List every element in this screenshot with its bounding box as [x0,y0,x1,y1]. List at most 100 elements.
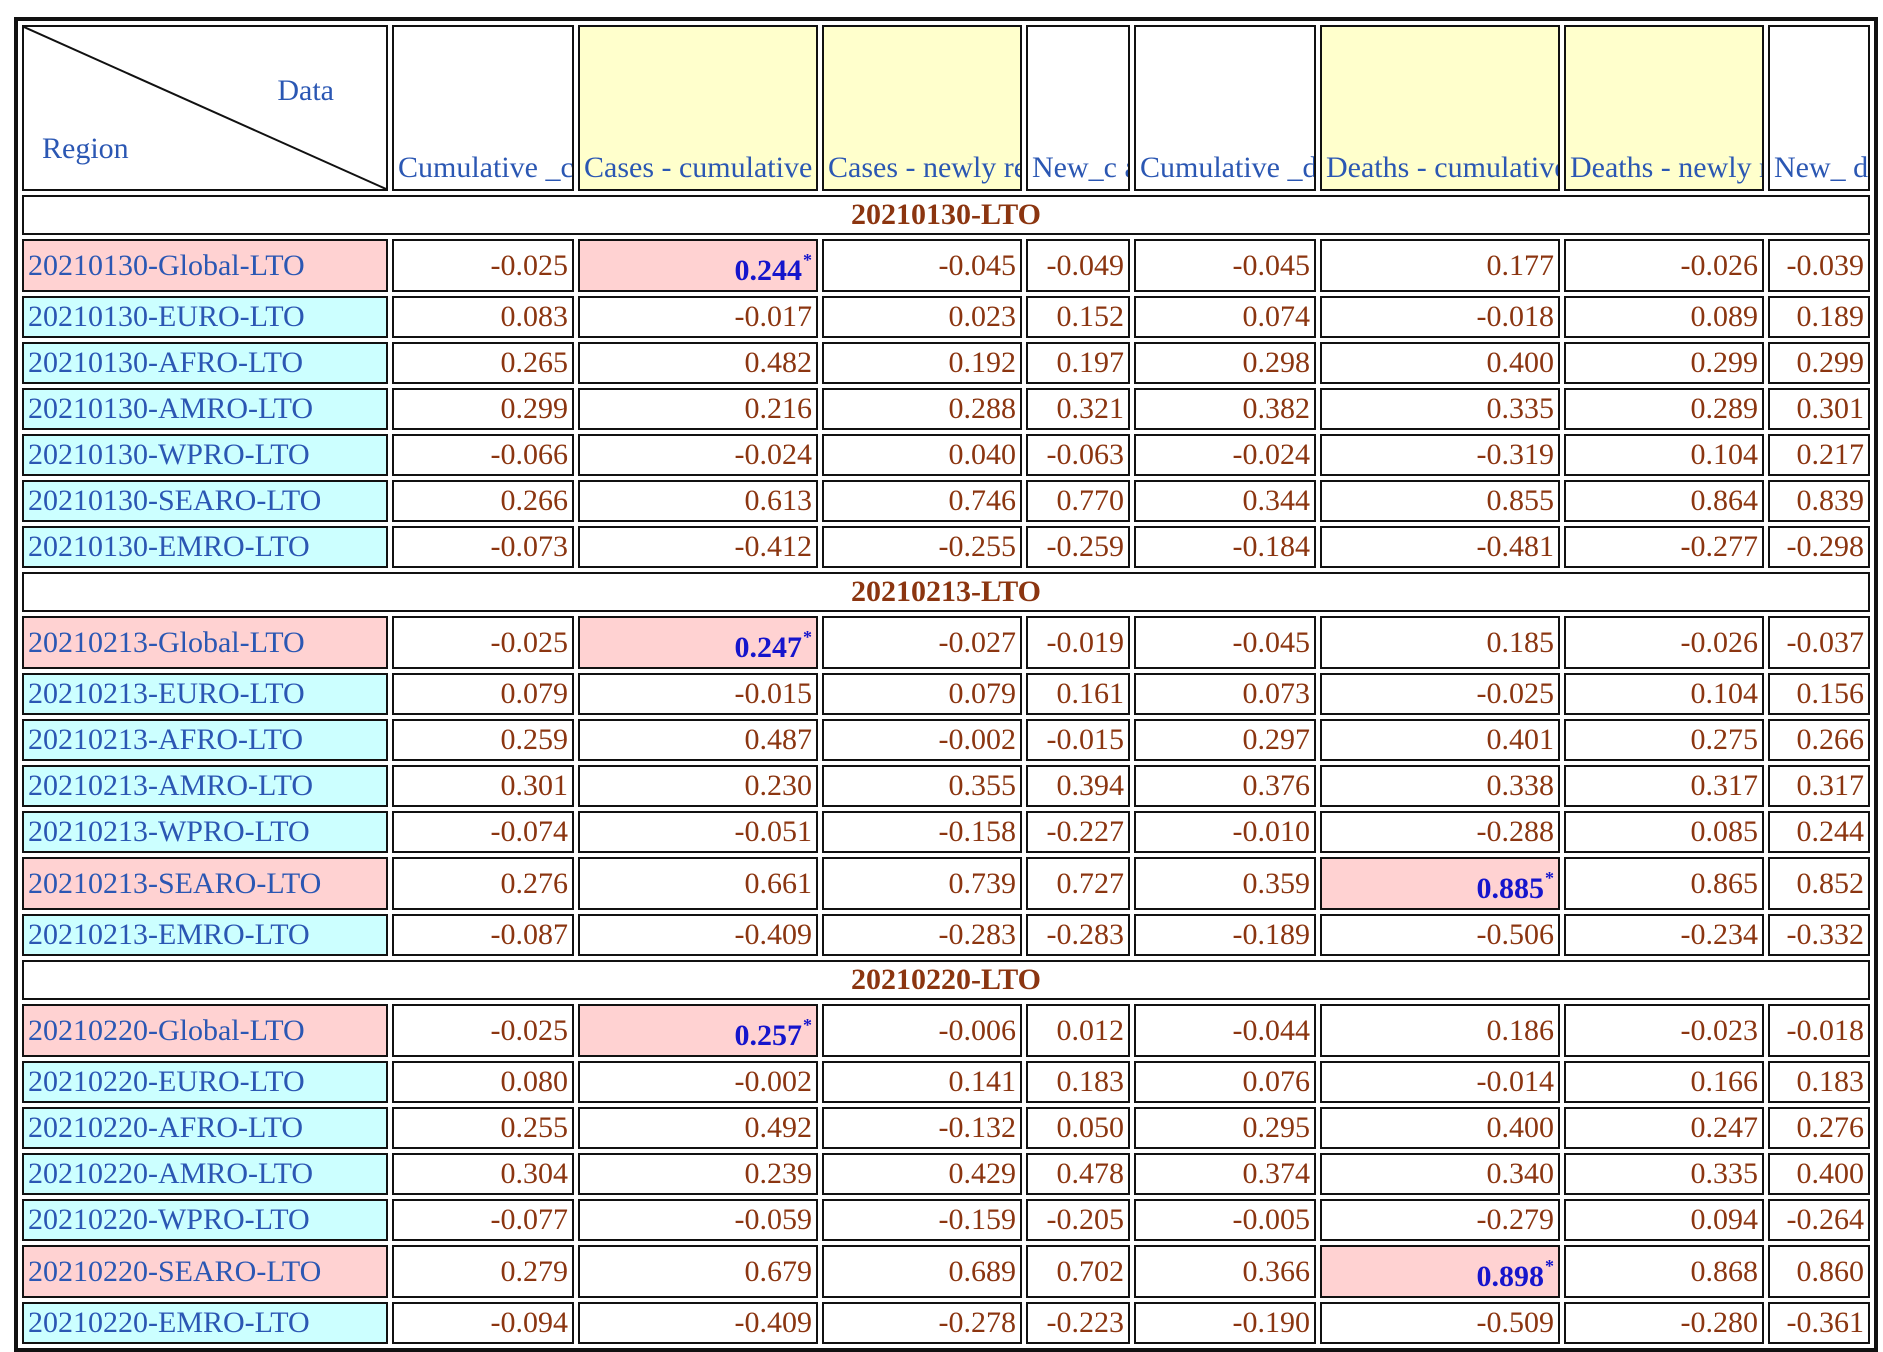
value-cell: 0.152 [1026,296,1130,338]
value-cell: 0.104 [1564,673,1764,715]
cell-value: 0.183 [1796,1065,1865,1098]
value-cell: -0.018 [1320,296,1560,338]
table-row: 20210130-Global-LTO -0.025 0.244* -0.045 -0.… [22,239,1870,292]
cell-value: 0.083 [500,300,569,333]
cell-value: 0.839 [1796,484,1865,517]
cell-value: -0.074 [490,815,569,848]
value-cell: -0.045 [822,239,1022,292]
cell-value: 0.359 [1242,866,1311,900]
cell-value: 0.216 [744,392,813,425]
cell-value: -0.002 [938,723,1017,756]
value-cell: 0.355 [822,765,1022,807]
cell-value: 0.239 [744,1157,813,1190]
cell-value: 0.746 [948,484,1017,517]
value-cell: 0.401 [1320,719,1560,761]
cell-value: -0.283 [1046,918,1125,951]
cell-value: -0.015 [1046,723,1125,756]
value-cell: -0.412 [578,526,818,568]
cell-value: 0.289 [1690,392,1759,425]
cell-value: 0.661 [744,866,813,900]
value-cell: 0.192 [822,342,1022,384]
cell-value: 0.304 [500,1157,569,1190]
region-cell: 20210220-AMRO-LTO [22,1153,388,1195]
cell-value: 0.394 [1056,769,1125,802]
value-cell: 0.400 [1768,1153,1870,1195]
cell-value: 0.374 [1242,1157,1311,1190]
value-cell: 0.482 [578,342,818,384]
value-cell: -0.026 [1564,616,1764,669]
value-cell: -0.024 [578,434,818,476]
value-cell: -0.023 [1564,1004,1764,1057]
value-cell: -0.002 [822,719,1022,761]
value-cell: -0.277 [1564,526,1764,568]
cell-value: -0.026 [1680,248,1759,282]
region-cell: 20210213-EMRO-LTO [22,914,388,956]
cell-value: 0.244 [1796,815,1865,848]
value-cell: 0.012 [1026,1004,1130,1057]
value-cell: -0.066 [392,434,574,476]
cell-value: 0.298 [1242,346,1311,379]
value-cell: 0.739 [822,857,1022,910]
cell-value: -0.077 [490,1203,569,1236]
cell-value: -0.190 [1232,1306,1311,1339]
significance-marker: * [803,1015,812,1035]
value-cell: 0.400 [1320,1107,1560,1149]
value-cell: -0.002 [578,1061,818,1103]
value-cell: -0.227 [1026,811,1130,853]
value-cell: -0.025 [1320,673,1560,715]
cell-value: 0.197 [1056,346,1125,379]
cell-value: -0.319 [1476,438,1555,471]
value-cell: 0.216 [578,388,818,430]
cell-value: 0.400 [1796,1157,1865,1190]
value-cell: 0.085 [1564,811,1764,853]
table-row: 20210220-Global-LTO -0.025 0.257* -0.006 0.0… [22,1004,1870,1057]
cell-value: -0.073 [490,530,569,563]
cell-value: -0.409 [734,918,813,951]
table-row: 20210220-AFRO-LTO 0.255 0.492 -0.132 0.050 0.… [22,1107,1870,1149]
value-cell: -0.015 [1026,719,1130,761]
value-cell: -0.280 [1564,1302,1764,1344]
cell-value: -0.264 [1786,1203,1865,1236]
value-cell: 0.304 [392,1153,574,1195]
cell-value: 0.276 [500,866,569,900]
header-row: Data Region Cumulative _cases Cases - cu… [22,25,1870,191]
cell-value: 0.429 [948,1157,1017,1190]
cell-value: -0.506 [1476,918,1555,951]
value-cell: -0.063 [1026,434,1130,476]
cell-value: -0.024 [1232,438,1311,471]
table-row: 20210213-EMRO-LTO -0.087 -0.409 -0.283 -0.28… [22,914,1870,956]
cell-value: 0.376 [1242,769,1311,802]
value-cell: -0.039 [1768,239,1870,292]
value-cell: 0.317 [1768,765,1870,807]
value-cell: 0.335 [1320,388,1560,430]
cell-value: 0.230 [744,769,813,802]
cell-value: 0.247 [734,631,803,664]
cell-value: 0.266 [500,484,569,517]
cell-value: 0.335 [1486,392,1555,425]
cell-value: -0.298 [1786,530,1865,563]
value-cell: 0.864 [1564,480,1764,522]
cell-value: -0.158 [938,815,1017,848]
value-cell: 0.183 [1026,1061,1130,1103]
value-cell: 0.079 [392,673,574,715]
group-header-row: 20210220-LTO [22,960,1870,1000]
cell-value: -0.025 [490,1013,569,1047]
cell-value: 0.702 [1056,1254,1125,1288]
value-cell: 0.083 [392,296,574,338]
value-cell: -0.506 [1320,914,1560,956]
cell-value: 0.770 [1056,484,1125,517]
value-cell: 0.104 [1564,434,1764,476]
value-cell: -0.017 [578,296,818,338]
cell-value: -0.279 [1476,1203,1555,1236]
value-cell: 0.297 [1134,719,1316,761]
cell-value: 0.257 [734,1019,803,1052]
significance-marker: * [803,627,812,647]
cell-value: -0.094 [490,1306,569,1339]
cell-value: -0.023 [1680,1013,1759,1047]
cell-value: -0.132 [938,1111,1017,1144]
cell-value: 0.487 [744,723,813,756]
value-cell: -0.025 [392,239,574,292]
value-cell: -0.259 [1026,526,1130,568]
cell-value: 0.104 [1690,438,1759,471]
value-cell: -0.205 [1026,1199,1130,1241]
